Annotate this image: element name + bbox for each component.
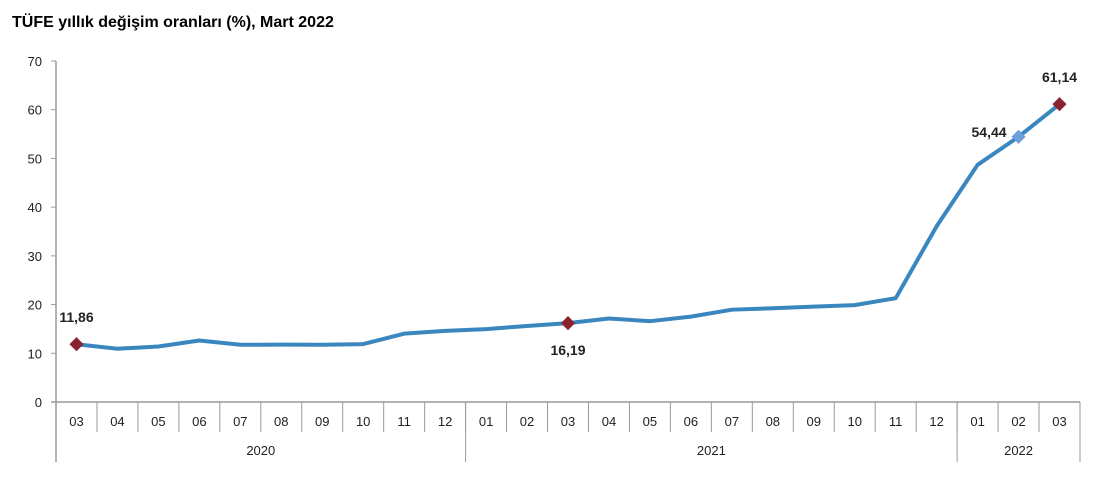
year-label: 2021 — [697, 443, 726, 458]
x-tick-label: 09 — [807, 414, 821, 429]
y-tick-label: 60 — [28, 103, 42, 118]
y-tick-label: 40 — [28, 200, 42, 215]
y-tick-label: 0 — [35, 395, 42, 410]
y-tick-label: 70 — [28, 54, 42, 69]
x-tick-label: 01 — [479, 414, 493, 429]
x-tick-label: 05 — [643, 414, 657, 429]
x-tick-label: 03 — [1052, 414, 1066, 429]
x-tick-label: 06 — [684, 414, 698, 429]
x-tick-label: 02 — [1011, 414, 1025, 429]
x-tick-label: 07 — [233, 414, 247, 429]
data-point-marker — [1052, 97, 1067, 112]
x-tick-label: 03 — [69, 414, 83, 429]
series-line — [76, 102, 1061, 351]
x-tick-label: 09 — [315, 414, 329, 429]
x-tick-label: 10 — [847, 414, 861, 429]
x-tick-label: 12 — [929, 414, 943, 429]
data-point-marker — [1011, 129, 1026, 144]
data-label: 61,14 — [1042, 69, 1077, 85]
year-label: 2020 — [246, 443, 275, 458]
x-tick-label: 01 — [970, 414, 984, 429]
x-tick-label: 04 — [110, 414, 124, 429]
y-tick-label: 10 — [28, 346, 42, 361]
y-tick-label: 30 — [28, 249, 42, 264]
x-tick-label: 05 — [151, 414, 165, 429]
x-tick-label: 08 — [274, 414, 288, 429]
x-tick-label: 03 — [561, 414, 575, 429]
x-tick-label: 04 — [602, 414, 616, 429]
data-point-marker — [69, 337, 84, 352]
chart-title: TÜFE yıllık değişim oranları (%), Mart 2… — [12, 14, 334, 31]
x-tick-label: 11 — [397, 414, 411, 429]
x-tick-label: 08 — [766, 414, 780, 429]
data-label: 11,86 — [59, 309, 93, 325]
x-tick-label: 12 — [438, 414, 452, 429]
x-tick-label: 06 — [192, 414, 206, 429]
x-tick-label: 10 — [356, 414, 370, 429]
data-label: 54,44 — [972, 124, 1007, 140]
x-tick-label: 07 — [725, 414, 739, 429]
x-tick-label: 02 — [520, 414, 534, 429]
year-label: 2022 — [1004, 443, 1033, 458]
x-tick-label: 11 — [889, 414, 903, 429]
y-tick-label: 50 — [28, 151, 42, 166]
data-point-marker — [560, 316, 576, 331]
y-tick-label: 20 — [28, 298, 42, 313]
data-label: 16,19 — [550, 342, 585, 358]
